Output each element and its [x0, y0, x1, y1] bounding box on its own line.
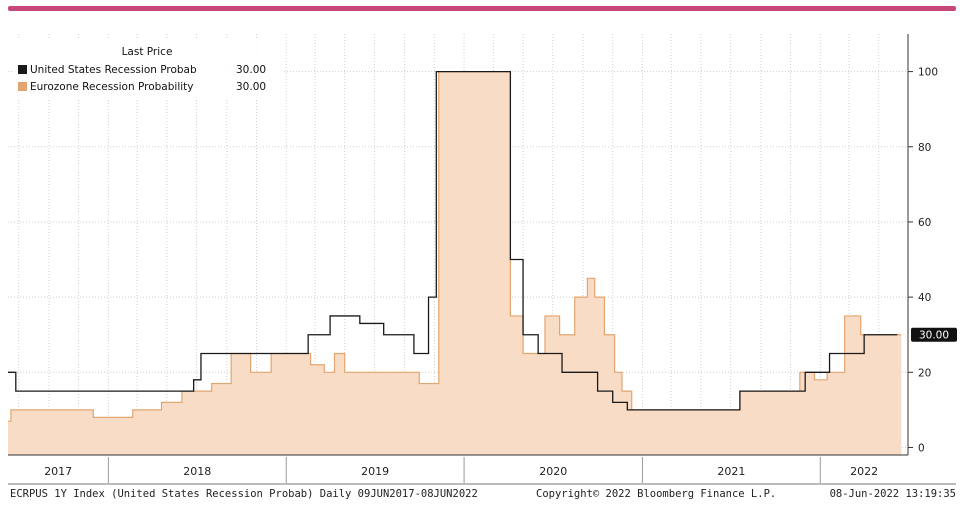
y-tick-label: 40 [918, 292, 931, 304]
series-area-layer [8, 71, 902, 455]
legend-swatch-eurozone [18, 82, 27, 91]
y-tick-label: 0 [918, 442, 925, 454]
y-tick-label: 20 [918, 367, 931, 379]
x-tick-label: 2018 [183, 465, 211, 478]
last-value-badge [911, 327, 957, 342]
legend-entry-eurozone-value: 30.00 [236, 81, 267, 93]
x-tick-label: 2021 [717, 465, 745, 478]
legend-entry-us-value: 30.00 [236, 64, 267, 76]
chart-legend: Last Price United States Recession Proba… [12, 40, 282, 100]
us-series-line [8, 70, 898, 411]
legend-entry-us: United States Recession Probab 30.00 [18, 64, 266, 77]
legend-entry-eurozone: Eurozone Recession Probability 30.00 [18, 81, 266, 94]
footer-ticker-description: ECRPUS 1Y Index (United States Recession… [10, 488, 478, 500]
x-tick-label: 2019 [361, 465, 389, 478]
x-tick-label: 2020 [539, 465, 567, 478]
footer-timestamp: 08-Jun-2022 13:19:35 [829, 488, 956, 500]
legend-swatch-us [18, 65, 27, 74]
header-accent-bar [8, 6, 956, 11]
x-tick-label: 2022 [850, 465, 878, 478]
y-tick-label: 80 [918, 142, 931, 154]
legend-entry-eurozone-name: Eurozone Recession Probability [30, 81, 194, 93]
axis-layer: 0 20 40 60 80 100 30.00 2017 2018 2019 2020 2021 202… [8, 34, 957, 485]
y-tick-label: 60 [918, 217, 931, 229]
y-tick-label: 100 [918, 67, 938, 79]
footer-copyright: Copyright© 2022 Bloomberg Finance L.P. [536, 488, 777, 500]
legend-title: Last Price [121, 46, 173, 58]
series-line-layer [8, 70, 902, 422]
chart-footer: ECRPUS 1Y Index (United States Recession… [10, 488, 956, 504]
eurozone-area-fill [8, 71, 902, 455]
x-tick-label: 2017 [44, 465, 72, 478]
legend-entry-us-name: United States Recession Probab [30, 64, 197, 76]
last-value-text: 30.00 [919, 330, 949, 342]
